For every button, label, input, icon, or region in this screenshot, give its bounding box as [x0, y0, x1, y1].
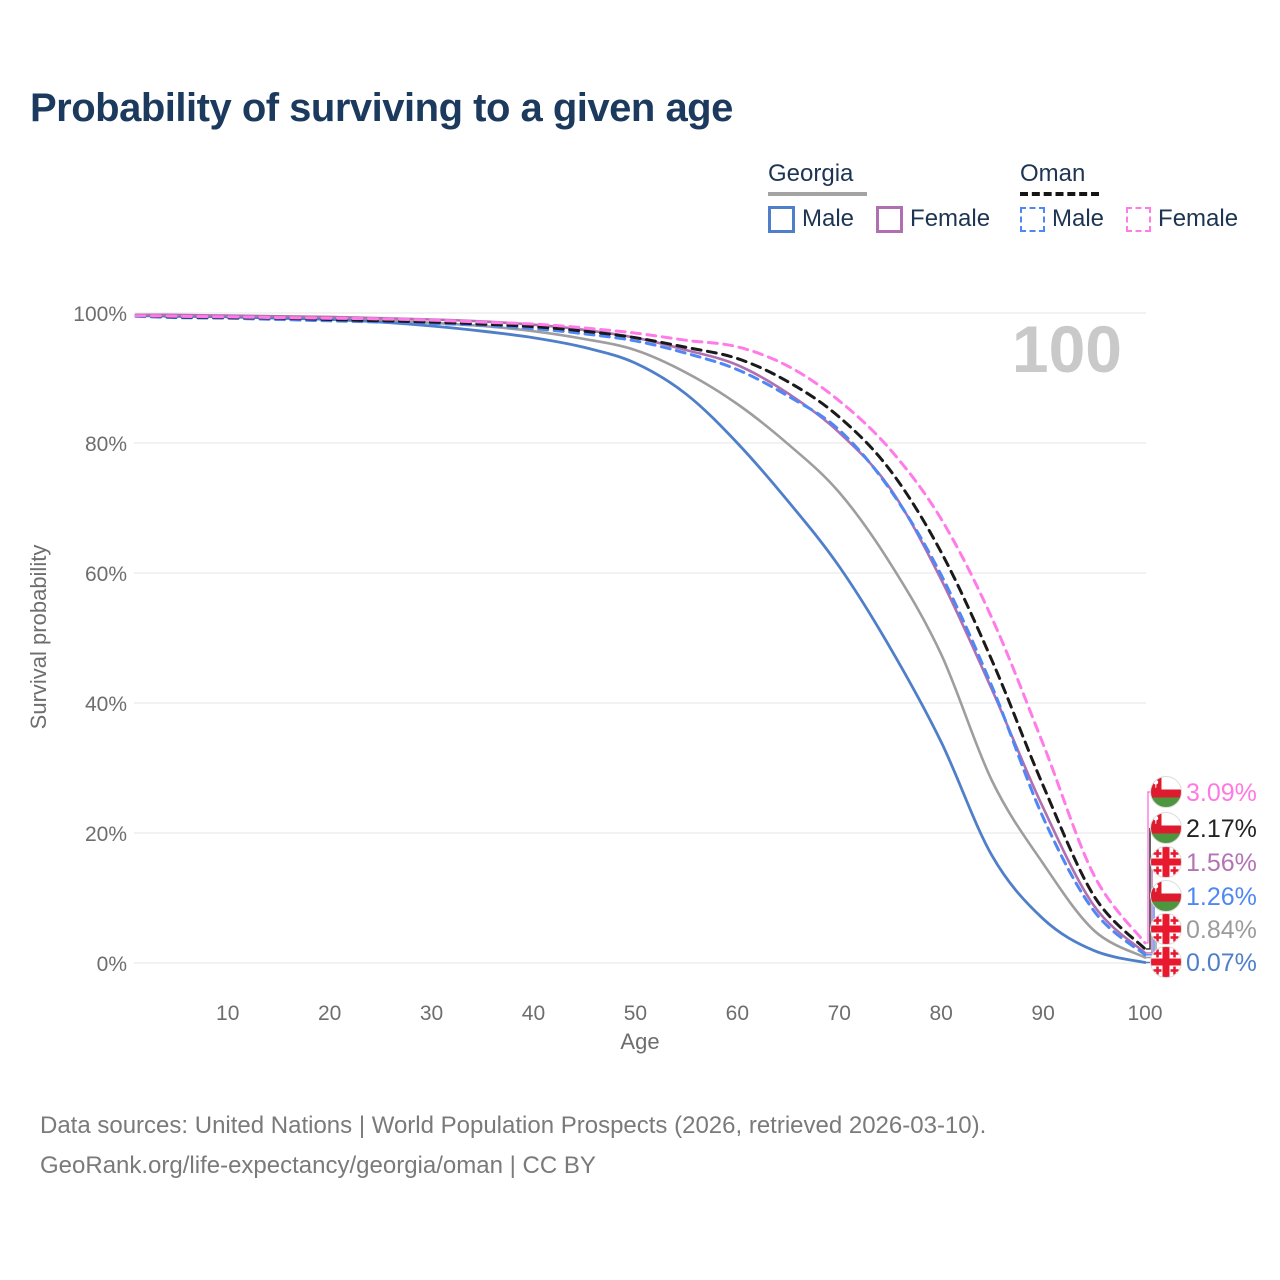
- legend-item-oman-female[interactable]: Female: [1126, 205, 1238, 233]
- legend-georgia-male-label: Male: [802, 205, 855, 232]
- end-label-oman-female: 3.09%: [1186, 779, 1257, 807]
- y-tick-label-20: 20%: [85, 823, 127, 846]
- x-tick-label-50: 50: [624, 1002, 647, 1025]
- end-label-georgia-male: 0.07%: [1186, 949, 1257, 977]
- leader-line-oman-total: [1146, 828, 1151, 950]
- end-label-georgia-total: 0.84%: [1186, 916, 1257, 944]
- attribution-text: GeoRank.org/life-expectancy/georgia/oman…: [40, 1152, 596, 1179]
- leader-line-georgia-female: [1146, 861, 1153, 954]
- flag-oman-icon: [1150, 880, 1182, 912]
- legend-item-oman-male[interactable]: Male: [1020, 205, 1104, 233]
- legend-oman-male-label: Male: [1052, 205, 1105, 232]
- y-tick-label-0: 0%: [97, 953, 127, 976]
- page-title: Probability of surviving to a given age: [30, 86, 733, 130]
- end-label-oman-male: 1.26%: [1186, 883, 1257, 911]
- legend-oman-label: Oman: [1020, 160, 1100, 196]
- legend-item-georgia-female[interactable]: Female: [876, 205, 990, 233]
- y-tick-label-40: 40%: [85, 693, 127, 716]
- georgia-female-swatch-icon: [876, 205, 904, 233]
- legend-oman-female-label: Female: [1158, 205, 1239, 232]
- x-axis-title: Age: [620, 1029, 659, 1054]
- legend-georgia-female-label: Female: [910, 205, 991, 232]
- flag-oman-icon: [1150, 812, 1182, 844]
- oman-female-swatch-icon: [1126, 206, 1152, 232]
- chart-footer: Data sources: United Nations | World Pop…: [40, 1106, 986, 1186]
- flag-georgia-icon: [1150, 913, 1182, 945]
- legend-item-georgia-male[interactable]: Male: [768, 205, 854, 233]
- flag-georgia-icon: [1150, 846, 1182, 878]
- y-tick-label-80: 80%: [85, 433, 127, 456]
- legend-group-georgia: Georgia Male Female: [768, 160, 990, 233]
- x-tick-label-10: 10: [216, 1002, 239, 1025]
- data-sources-text: Data sources: United Nations | World Pop…: [40, 1112, 987, 1139]
- x-tick-label-30: 30: [420, 1002, 443, 1025]
- x-tick-label-20: 20: [318, 1002, 341, 1025]
- line-oman-total[interactable]: [134, 314, 1147, 951]
- end-label-oman-total: 2.17%: [1186, 815, 1257, 843]
- chart-legend: Georgia Male Female Oman Male Female: [0, 160, 1280, 250]
- line-georgia-male[interactable]: [134, 314, 1147, 964]
- y-tick-label-100: 100%: [73, 303, 127, 326]
- x-tick-label-40: 40: [522, 1002, 545, 1025]
- line-oman-female[interactable]: [134, 314, 1147, 945]
- y-tick-label-60: 60%: [85, 563, 127, 586]
- x-tick-label-90: 90: [1031, 1002, 1054, 1025]
- legend-group-oman: Oman Male Female: [1020, 160, 1238, 233]
- flag-oman-icon: [1150, 776, 1182, 808]
- georgia-male-swatch-icon: [768, 205, 795, 233]
- x-tick-label-70: 70: [828, 1002, 851, 1025]
- x-tick-label-60: 60: [726, 1002, 749, 1025]
- x-tick-label-80: 80: [929, 1002, 952, 1025]
- legend-georgia-label: Georgia: [768, 160, 868, 196]
- age-watermark: 100: [1012, 312, 1122, 386]
- flag-georgia-icon: [1150, 946, 1182, 978]
- leader-line-oman-female: [1146, 791, 1150, 944]
- legend-group-oman-title: Oman: [1020, 160, 1238, 196]
- legend-group-georgia-title: Georgia: [768, 160, 990, 196]
- oman-male-swatch-icon: [1020, 206, 1045, 232]
- y-axis-title: Survival probability: [26, 545, 51, 730]
- x-tick-label-100: 100: [1127, 1002, 1162, 1025]
- end-label-georgia-female: 1.56%: [1186, 849, 1257, 877]
